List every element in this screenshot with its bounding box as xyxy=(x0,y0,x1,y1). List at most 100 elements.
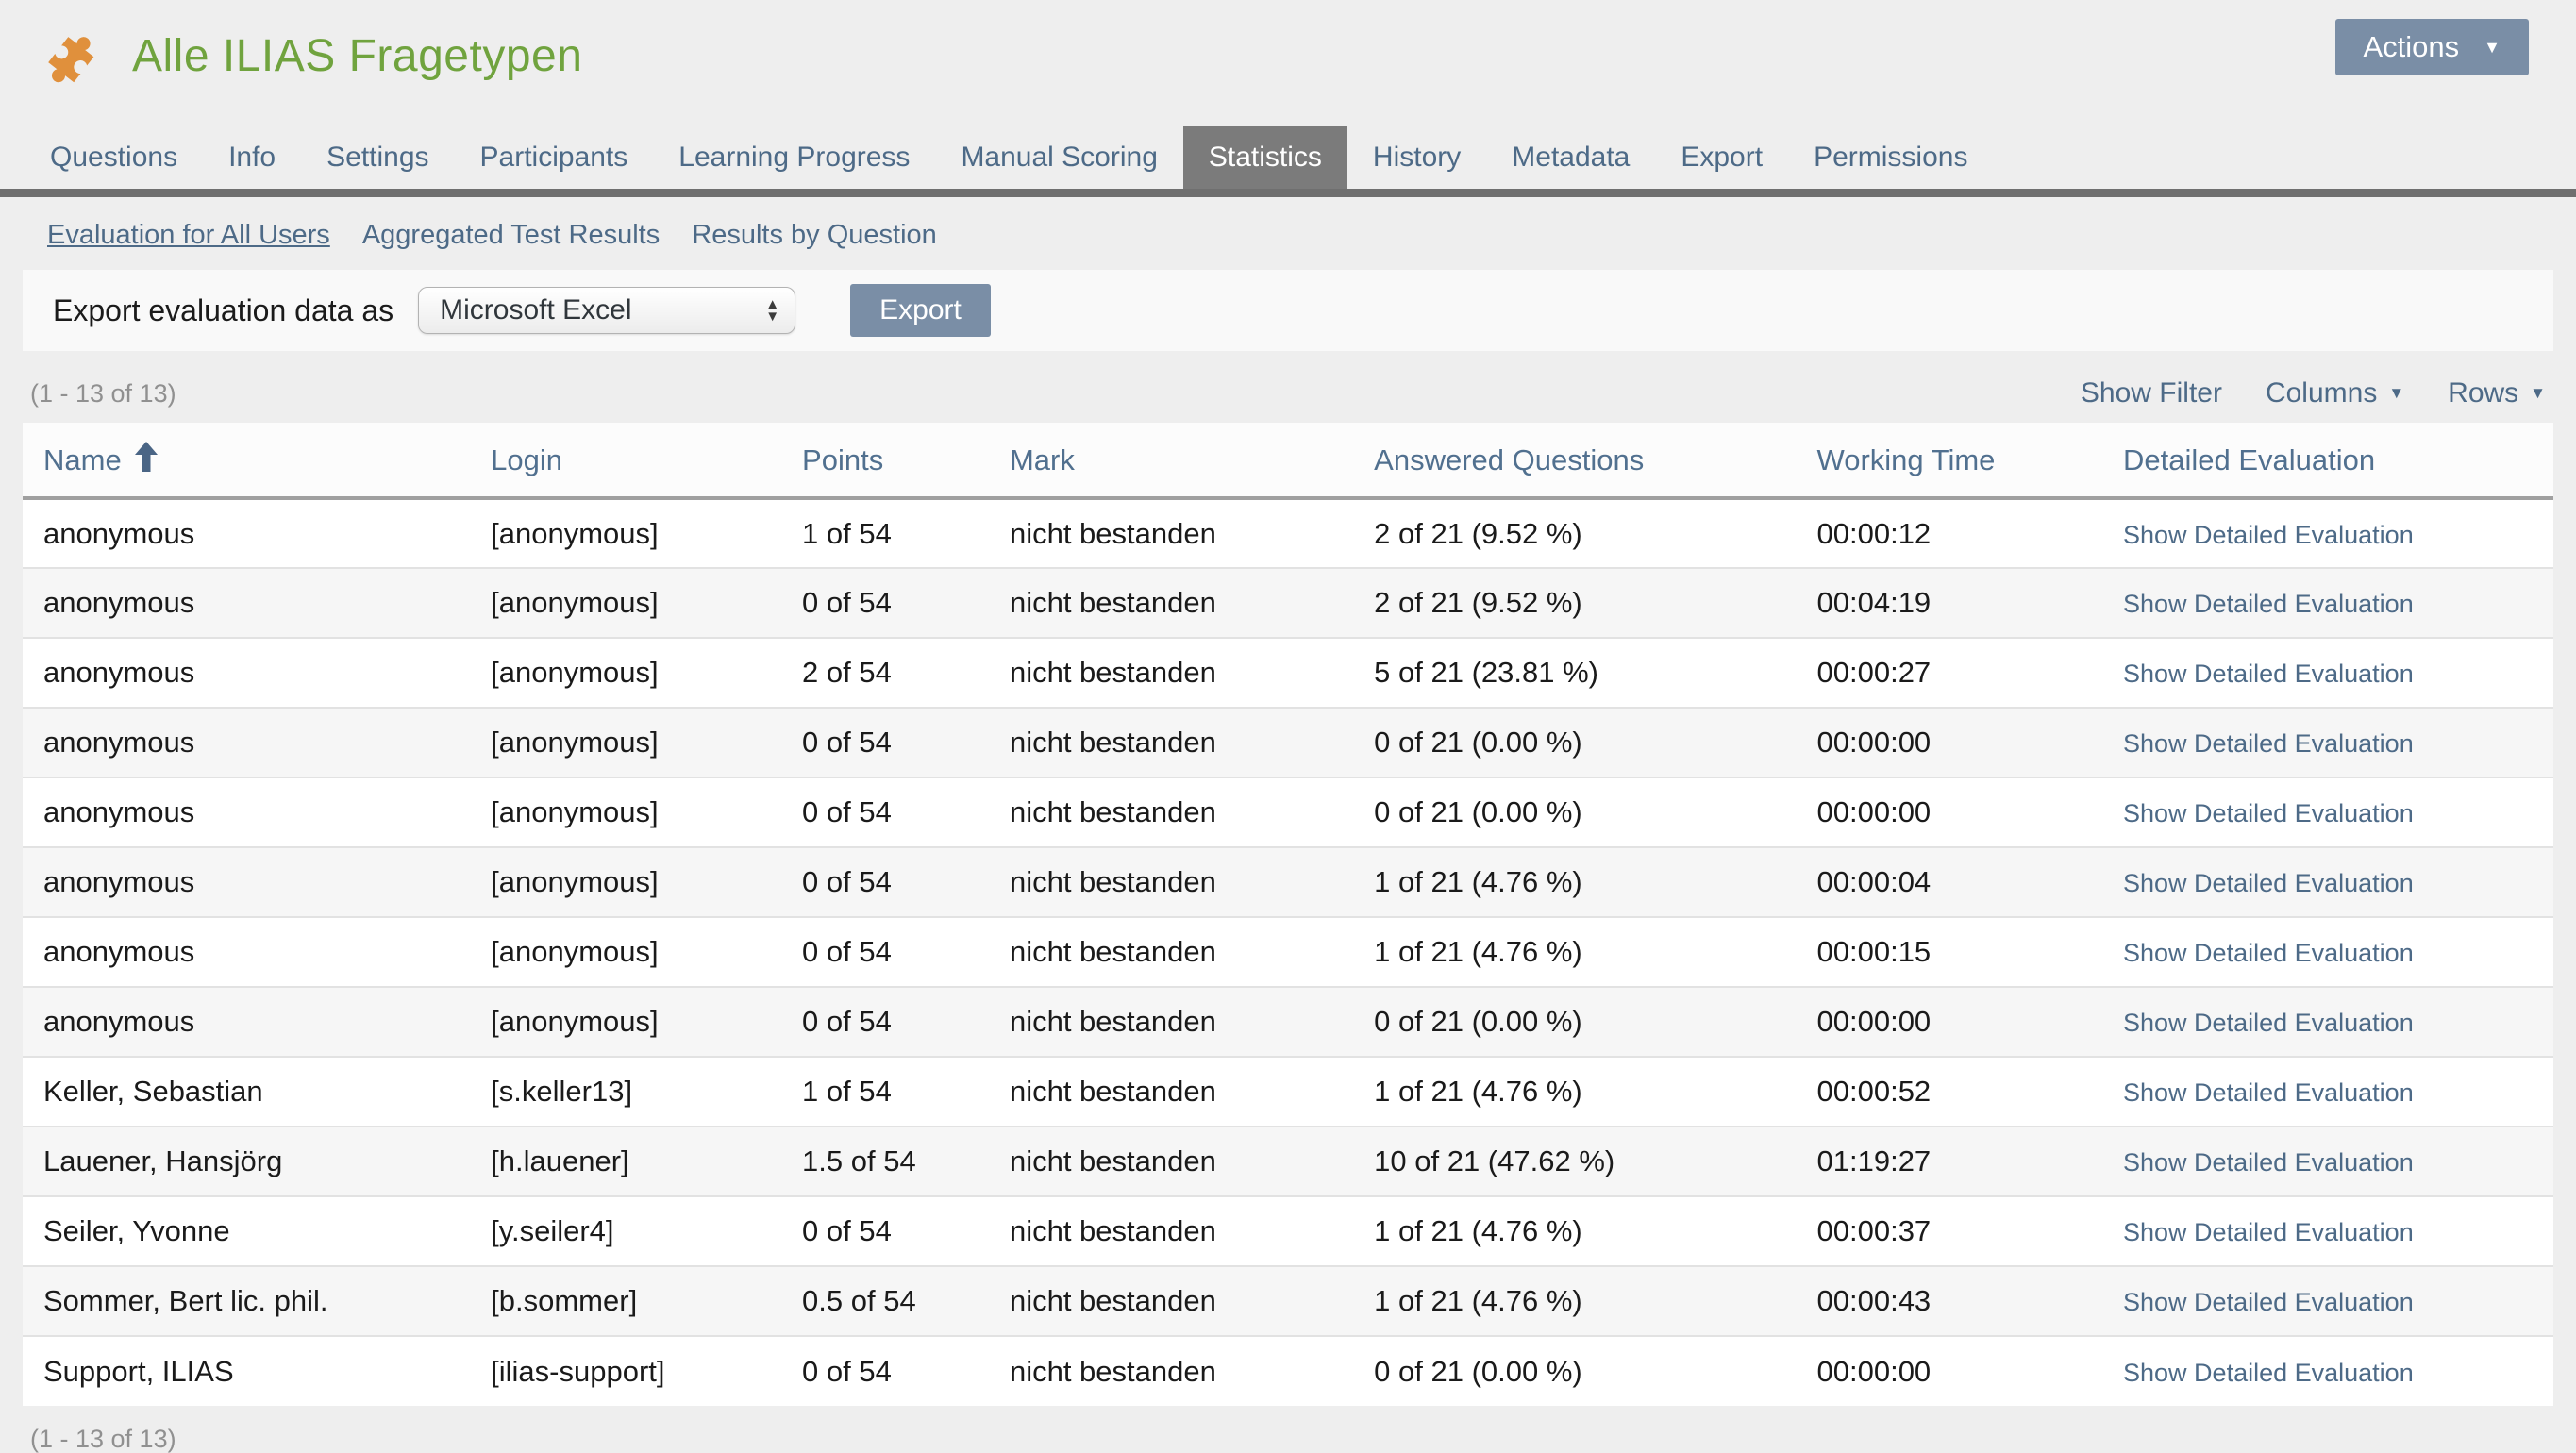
show-detailed-evaluation-link[interactable]: Show Detailed Evaluation xyxy=(2123,1218,2414,1246)
subtab-aggregated-test-results[interactable]: Aggregated Test Results xyxy=(361,220,661,250)
column-header-detailed-evaluation: Detailed Evaluation xyxy=(2123,423,2553,500)
cell-login: [s.keller13] xyxy=(491,1056,803,1127)
tab-statistics[interactable]: Statistics xyxy=(1182,126,1347,189)
show-detailed-evaluation-link[interactable]: Show Detailed Evaluation xyxy=(2123,590,2414,618)
subtab-results-by-question[interactable]: Results by Question xyxy=(692,220,937,250)
show-detailed-evaluation-link[interactable]: Show Detailed Evaluation xyxy=(2123,799,2414,827)
result-range-bottom: (1 - 13 of 13) xyxy=(30,1425,176,1453)
show-detailed-evaluation-link[interactable]: Show Detailed Evaluation xyxy=(2123,729,2414,758)
show-detailed-evaluation-link[interactable]: Show Detailed Evaluation xyxy=(2123,869,2414,897)
show-detailed-evaluation-link[interactable]: Show Detailed Evaluation xyxy=(2123,1009,2414,1037)
cell-points: 0 of 54 xyxy=(802,777,1010,847)
columns-label: Columns xyxy=(2265,377,2378,409)
table-row: anonymous [anonymous] 0 of 54 nicht bestand… xyxy=(23,986,2553,1057)
tab-export[interactable]: Export xyxy=(1681,142,1764,173)
table-header-row: Name Login Points Mark Answered Question… xyxy=(23,423,2553,500)
cell-name: anonymous xyxy=(23,707,492,777)
tab-settings[interactable]: Settings xyxy=(326,142,429,173)
cell-login: [anonymous] xyxy=(491,567,803,638)
table-row: Support, ILIAS [ilias-support] 0 of 54 nich… xyxy=(23,1335,2553,1406)
show-detailed-evaluation-link[interactable]: Show Detailed Evaluation xyxy=(2123,1358,2414,1387)
rows-dropdown[interactable]: Rows ▼ xyxy=(2448,377,2546,409)
cell-login: [anonymous] xyxy=(491,516,659,550)
cell-name: anonymous xyxy=(23,637,492,708)
cell-answered-questions: 2 of 21 (9.52 %) xyxy=(1374,567,1817,638)
tab-questions[interactable]: Questions xyxy=(50,142,178,173)
cell-login: [anonymous] xyxy=(491,846,803,917)
subtab-bar: Evaluation for All Users Aggregated Test … xyxy=(0,197,2576,251)
cell-working-time: 00:00:00 xyxy=(1816,777,2124,847)
cell-mark: nicht bestanden xyxy=(1009,1056,1375,1127)
column-header-mark[interactable]: Mark xyxy=(1009,423,1375,500)
cell-detailed-evaluation: Show Detailed Evaluation xyxy=(2123,846,2553,917)
actions-button[interactable]: Actions ▼ xyxy=(2334,19,2529,75)
cell-points: 0.5 of 54 xyxy=(802,1265,1010,1336)
tab-permissions[interactable]: Permissions xyxy=(1814,142,1968,173)
table-footer: (1 - 13 of 13) xyxy=(23,1406,2553,1453)
export-evaluation-label: Export evaluation data as xyxy=(53,292,394,327)
caret-down-icon: ▼ xyxy=(2388,384,2405,402)
cell-login: [anonymous] xyxy=(491,986,803,1057)
tab-history[interactable]: History xyxy=(1372,142,1462,173)
table-row: anonymous [anonymous] 2 of 54 nicht bestand… xyxy=(23,637,2553,708)
column-header-name[interactable]: Name xyxy=(23,423,492,500)
cell-mark: nicht bestanden xyxy=(1009,777,1375,847)
tab-learning-progress[interactable]: Learning Progress xyxy=(678,142,911,173)
cell-login: [anonymous] xyxy=(491,637,803,708)
puzzle-piece-icon xyxy=(34,21,108,94)
cell-detailed-evaluation: Show Detailed Evaluation xyxy=(2123,986,2553,1057)
caret-down-icon: ▼ xyxy=(2484,38,2501,57)
cell-answered-questions: 0 of 21 (0.00 %) xyxy=(1374,707,1817,777)
cell-answered-questions: 1 of 21 (4.76 %) xyxy=(1374,916,1817,987)
column-header-working-time[interactable]: Working Time xyxy=(1816,423,2124,500)
cell-login: [ilias-support] xyxy=(491,1335,803,1406)
column-header-login[interactable]: Login xyxy=(491,423,803,500)
cell-detailed-evaluation: Show Detailed Evaluation xyxy=(2123,498,2553,568)
show-detailed-evaluation-link[interactable]: Show Detailed Evaluation xyxy=(2123,1078,2414,1107)
cell-name: Seiler, Yvonne xyxy=(23,1195,492,1266)
cell-mark: nicht bestanden xyxy=(1009,1126,1375,1196)
tab-participants[interactable]: Participants xyxy=(479,142,628,173)
subtab-evaluation-for-all-users[interactable]: Evaluation for All Users xyxy=(47,220,330,250)
cell-login: [anonymous] xyxy=(491,916,803,987)
cell-detailed-evaluation: Show Detailed Evaluation xyxy=(2123,1056,2553,1127)
show-filter-link[interactable]: Show Filter xyxy=(2081,377,2222,409)
cell-working-time: 00:00:00 xyxy=(1816,986,2124,1057)
show-detailed-evaluation-link[interactable]: Show Detailed Evaluation xyxy=(2123,660,2414,688)
table-row: Keller, Sebastian [s.keller13] 1 of 54 nich… xyxy=(23,1056,2553,1127)
cell-login: [y.seiler4] xyxy=(491,1195,803,1266)
cell-working-time: 00:00:12 xyxy=(1816,516,1932,550)
table-row: anonymous [anonymous] 0 of 54 nicht bestand… xyxy=(23,777,2553,847)
cell-mark: nicht bestanden xyxy=(1009,516,1216,550)
column-header-answered-questions[interactable]: Answered Questions xyxy=(1374,423,1817,500)
page-header: Alle ILIAS Fragetypen Actions ▼ xyxy=(0,0,2576,102)
show-detailed-evaluation-link[interactable]: Show Detailed Evaluation xyxy=(2123,1288,2414,1316)
show-detailed-evaluation-link[interactable]: Show Detailed Evaluation xyxy=(2123,1148,2414,1177)
cell-login: [b.sommer] xyxy=(491,1265,803,1336)
export-button[interactable]: Export xyxy=(850,284,991,337)
cell-detailed-evaluation: Show Detailed Evaluation xyxy=(2123,916,2553,987)
column-header-points[interactable]: Points xyxy=(802,423,1010,500)
cell-answered-questions: 2 of 21 (9.52 %) xyxy=(1374,516,1582,550)
select-spinner-icon: ▲ ▼ xyxy=(765,297,779,324)
columns-dropdown[interactable]: Columns ▼ xyxy=(2266,377,2404,409)
tab-info[interactable]: Info xyxy=(228,142,276,173)
show-detailed-evaluation-link[interactable]: Show Detailed Evaluation xyxy=(2123,520,2414,549)
results-table-body: anonymous [anonymous] 1 of 54 nicht bestand… xyxy=(23,498,2553,1406)
cell-answered-questions: 0 of 21 (0.00 %) xyxy=(1374,986,1817,1057)
evaluation-table: Name Login Points Mark Answered Question… xyxy=(23,423,2553,1406)
tab-metadata[interactable]: Metadata xyxy=(1512,142,1631,173)
cell-mark: nicht bestanden xyxy=(1009,1335,1375,1406)
show-detailed-evaluation-link[interactable]: Show Detailed Evaluation xyxy=(2123,939,2414,967)
cell-detailed-evaluation: Show Detailed Evaluation xyxy=(2123,1126,2553,1196)
tab-bar: Questions Info Settings Participants Learnin… xyxy=(0,126,2576,197)
tab-manual-scoring[interactable]: Manual Scoring xyxy=(961,142,1158,173)
cell-answered-questions: 0 of 21 (0.00 %) xyxy=(1374,1335,1817,1406)
cell-working-time: 00:00:43 xyxy=(1816,1265,2124,1336)
cell-points: 1.5 of 54 xyxy=(802,1126,1010,1196)
table-row: anonymous [anonymous] 0 of 54 nicht bestand… xyxy=(23,707,2553,777)
cell-answered-questions: 10 of 21 (47.62 %) xyxy=(1374,1126,1817,1196)
cell-points: 0 of 54 xyxy=(802,916,1010,987)
export-format-select[interactable]: Microsoft Excel ▲ ▼ xyxy=(418,287,796,334)
page-title: Alle ILIAS Fragetypen xyxy=(132,31,583,81)
